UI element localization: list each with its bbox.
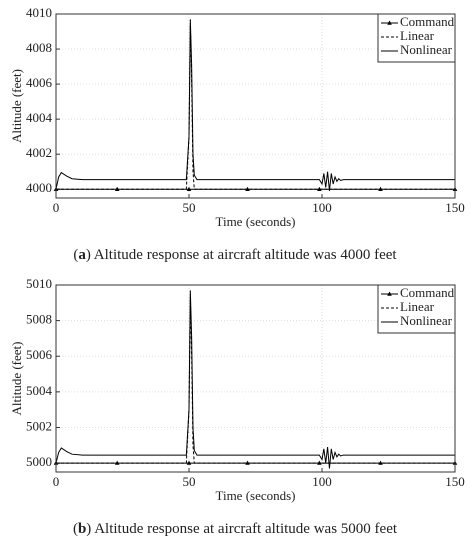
marker <box>317 186 322 191</box>
y-tick-label: 4004 <box>26 110 53 125</box>
caption-part: ( <box>73 521 78 537</box>
x-tick-label: 50 <box>183 474 196 489</box>
caption-part: a <box>78 247 86 263</box>
marker <box>186 186 192 191</box>
x-tick-label: 0 <box>53 474 60 489</box>
series-line <box>55 19 455 192</box>
y-tick-label: 4006 <box>26 75 53 90</box>
y-axis-label: Altitude (feet) <box>9 69 24 143</box>
y-axis-label: Altitude (feet) <box>9 342 24 416</box>
y-tick-label: 5006 <box>26 347 53 362</box>
legend-label: Linear <box>400 299 435 314</box>
caption-part: ) Altitude response at aircraft altitude… <box>86 247 398 263</box>
x-tick-label: 150 <box>445 200 465 215</box>
legend-marker <box>387 20 392 25</box>
plot-frame <box>55 284 456 473</box>
chart: 4000 4002 4004 4006 4008 4010 0 50 100 150 Command… <box>9 5 465 263</box>
legend-marker <box>387 291 392 296</box>
legend-label: Linear <box>400 28 435 43</box>
legend-label: Nonlinear <box>400 313 453 328</box>
x-tick-label: 0 <box>53 200 60 215</box>
y-tick-label: 5010 <box>26 276 52 291</box>
caption-part: b <box>78 521 86 537</box>
marker <box>245 460 250 465</box>
x-axis-label: Time (seconds) <box>215 488 295 503</box>
x-tick-label: 100 <box>312 474 332 489</box>
plot-frame <box>55 13 456 199</box>
y-tick-label: 4000 <box>26 180 52 195</box>
legend-label: Command <box>400 285 455 300</box>
legend-box <box>377 13 456 63</box>
caption-part: ) Altitude response at aircraft altitude… <box>86 521 398 537</box>
caption: (b) Altitude response at aircraft altitu… <box>73 521 398 537</box>
y-tick-label: 5000 <box>26 454 52 469</box>
x-axis-label: Time (seconds) <box>215 214 295 229</box>
legend-label: Nonlinear <box>400 42 453 57</box>
x-tick-label: 150 <box>445 474 465 489</box>
legend-label: Command <box>400 14 455 29</box>
x-tick-label: 50 <box>183 200 196 215</box>
series-line <box>56 24 455 190</box>
y-tick-label: 5002 <box>26 418 52 433</box>
x-tick-label: 100 <box>312 200 332 215</box>
y-tick-label: 4002 <box>26 145 52 160</box>
caption: (a) Altitude response at aircraft altitu… <box>73 247 397 263</box>
marker <box>186 460 192 465</box>
y-tick-label: 4008 <box>26 40 52 55</box>
y-tick-label: 5004 <box>26 383 53 398</box>
marker <box>245 186 250 191</box>
legend-box <box>377 284 456 334</box>
y-tick-label: 5008 <box>26 312 52 327</box>
y-tick-label: 4010 <box>26 5 52 20</box>
series-line <box>55 290 455 469</box>
caption-part: ( <box>73 247 78 263</box>
